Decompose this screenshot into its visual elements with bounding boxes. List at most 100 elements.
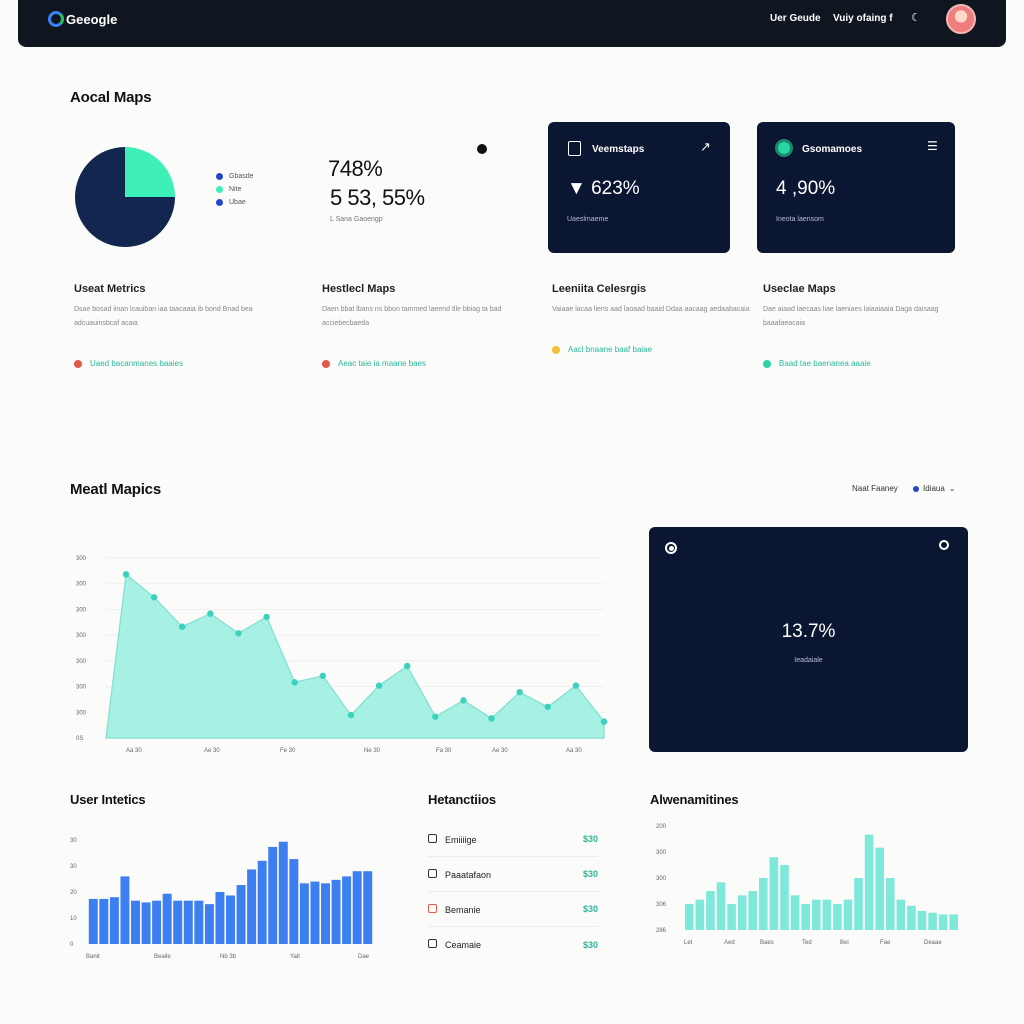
search-icon[interactable] [939,540,949,550]
bar[interactable] [352,871,362,944]
list-item[interactable]: Emiiiige $30 [428,822,598,857]
bar[interactable] [907,905,916,930]
bar[interactable] [727,904,736,930]
data-point[interactable] [600,718,608,725]
bar[interactable] [695,899,705,930]
bar[interactable] [88,898,98,944]
bar[interactable] [885,878,895,930]
bar[interactable] [685,904,694,930]
bar[interactable] [257,860,267,944]
info-icon[interactable] [477,144,487,154]
bar[interactable] [310,881,320,944]
x-tick-label: Ae 30 [204,748,220,754]
bar[interactable] [99,898,109,944]
bar[interactable] [737,895,747,930]
bar[interactable] [811,899,821,930]
metric-link[interactable]: Uaed bacanmanes baaies [74,359,274,368]
bar[interactable] [215,892,225,944]
bar[interactable] [759,878,768,930]
list-item[interactable]: Bemanie $30 [428,892,598,927]
data-point[interactable] [291,679,298,686]
data-point[interactable] [516,688,523,696]
metric-link[interactable]: Aeac taie ia maane baes [322,359,522,368]
bar[interactable] [236,885,246,944]
bar[interactable] [278,841,288,944]
bar[interactable] [790,895,800,930]
bar[interactable] [854,878,863,930]
filter-label[interactable]: Naat Faaney [852,484,898,493]
bar[interactable] [141,902,151,944]
data-point[interactable] [544,703,551,711]
highlight-panel[interactable]: 13.7% Ieadaiale [649,527,968,752]
stat-card-veemstaps[interactable]: Veemstaps ↗ ▼ 623% Uaeslmaeme [548,122,730,253]
arrow-icon[interactable]: ↗ [700,139,711,154]
data-point[interactable] [235,630,242,637]
avatar[interactable] [946,4,976,34]
list-item[interactable]: Ceamaie $30 [428,927,598,962]
data-point[interactable] [263,613,270,621]
bar[interactable] [226,895,235,944]
metric-link[interactable]: Baad tae baenanea aaaie [763,359,963,368]
bar[interactable] [331,879,341,944]
bar[interactable] [769,857,779,930]
data-point[interactable] [572,682,580,689]
data-point[interactable] [319,672,327,680]
list-item[interactable]: Paaatafaon $30 [428,857,598,892]
bar[interactable] [173,900,183,944]
bar[interactable] [833,904,842,930]
y-tick-label: 20 [70,890,77,896]
metric-link[interactable]: Aacl bnaane baaf baiae [552,345,752,354]
nav-link-user-guide[interactable]: Uer Geude [770,13,821,24]
bar[interactable] [120,876,130,944]
data-point[interactable] [460,697,467,704]
bar[interactable] [822,899,832,930]
bar[interactable] [949,914,958,930]
bar[interactable] [706,891,715,930]
logo[interactable]: Geeogle [48,11,117,27]
bar[interactable] [268,846,278,944]
bar[interactable] [152,900,162,944]
data-point[interactable] [179,623,186,630]
nav-link-view-offering[interactable]: Vuiy ofaing f [833,13,893,24]
bar[interactable] [289,859,299,944]
data-point[interactable] [347,711,355,719]
bar[interactable] [875,847,884,930]
bar[interactable] [801,904,810,930]
menu-icon[interactable]: ☰ [927,139,938,153]
bar[interactable] [194,900,204,944]
data-point[interactable] [488,715,495,722]
metric-link-label[interactable]: Baad tae baenanea aaaie [779,359,871,368]
bar[interactable] [299,883,309,944]
moon-icon[interactable]: ☾ [911,12,921,24]
bar[interactable] [928,912,937,930]
metric-link-label[interactable]: Uaed bacanmanes baaies [90,359,183,368]
bar[interactable] [896,899,906,930]
bar[interactable] [938,914,948,930]
range-dropdown[interactable]: Idiaua ⌄ [913,484,956,493]
bar[interactable] [183,900,193,944]
bar[interactable] [843,899,853,930]
data-point[interactable] [432,713,439,720]
bar[interactable] [716,882,726,930]
data-point[interactable] [403,662,411,670]
bar[interactable] [247,869,257,944]
bar[interactable] [748,891,758,930]
data-point[interactable] [207,610,214,617]
data-point[interactable] [150,594,158,601]
bar[interactable] [363,871,373,944]
bar[interactable] [162,893,172,944]
bar[interactable] [204,904,214,944]
bar[interactable] [342,876,352,944]
metric-link-label[interactable]: Aeac taie ia maane baes [338,359,427,368]
bar[interactable] [780,865,789,930]
metric-link-label[interactable]: Aacl bnaane baaf baiae [568,345,653,354]
record-icon[interactable] [665,542,677,554]
data-point[interactable] [122,571,130,578]
bar[interactable] [917,910,927,930]
bar[interactable] [131,900,140,944]
bar[interactable] [109,897,119,944]
bar[interactable] [864,834,874,930]
bar[interactable] [321,883,330,944]
stat-card-gsomamoes[interactable]: Gsomamoes ☰ 4 ,90% Ineota laensom [757,122,955,253]
data-point[interactable] [375,682,383,689]
